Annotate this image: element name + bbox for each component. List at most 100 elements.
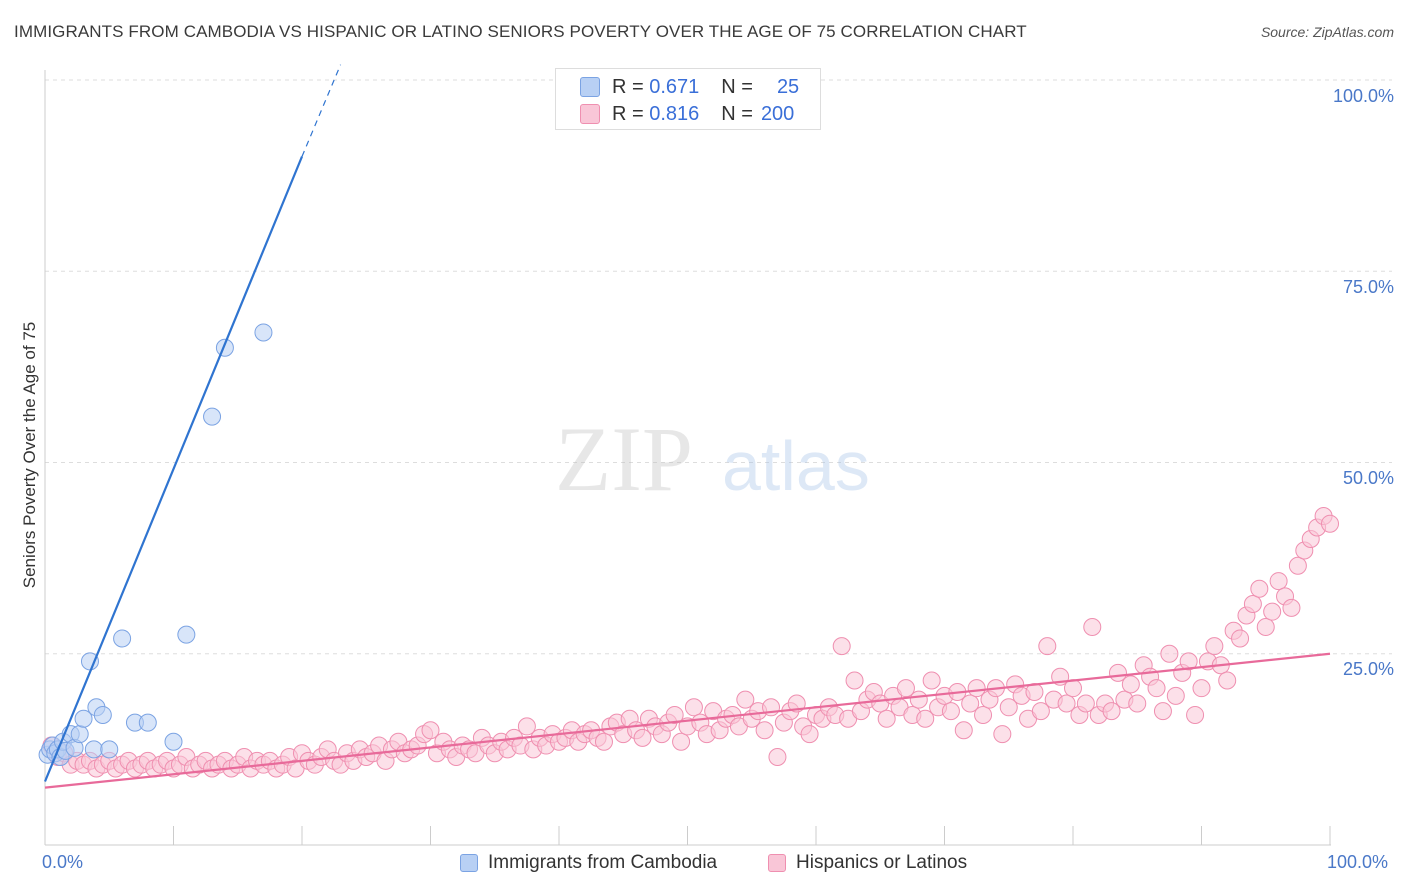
- hispanic-point: [755, 721, 774, 740]
- hispanic-point: [832, 637, 851, 656]
- watermark-atlas: atlas: [722, 427, 870, 505]
- grid-lines: [45, 79, 1392, 655]
- series-immigrants-from-cambodia: [38, 323, 273, 767]
- hispanic-point: [999, 698, 1018, 717]
- hispanic-point: [633, 728, 652, 747]
- hispanic-point: [1076, 694, 1095, 713]
- y-tick-label: 25.0%: [1342, 659, 1394, 679]
- hispanic-point: [974, 705, 993, 724]
- legend-label: Immigrants from Cambodia: [488, 852, 718, 873]
- stats-legend: R = 0.671 N = 25 R = 0.816 N = 200: [555, 68, 821, 130]
- stats-row-cambodia: R = 0.671 N = 25: [580, 74, 799, 100]
- hispanic-point: [736, 690, 755, 709]
- cambodia-point: [164, 732, 183, 751]
- watermark: ZIP atlas: [555, 408, 870, 510]
- legend-swatch-blue: [460, 854, 478, 872]
- hispanic-trend-line: [44, 652, 1331, 789]
- hispanic-point: [877, 709, 896, 728]
- y-tick-label: 50.0%: [1342, 468, 1394, 488]
- hispanic-point: [1263, 602, 1282, 621]
- x-tick-label: 0.0%: [42, 852, 84, 872]
- hispanic-point: [1038, 637, 1057, 656]
- hispanic-point: [594, 732, 613, 751]
- hispanic-point: [993, 725, 1012, 744]
- hispanic-point: [1192, 679, 1211, 698]
- hispanic-point: [1218, 671, 1237, 690]
- cambodia-point: [74, 709, 93, 728]
- cambodia-trend-extension: [301, 64, 342, 157]
- hispanic-point: [684, 698, 703, 717]
- n-value: 25: [776, 75, 800, 98]
- hispanic-point: [1243, 595, 1262, 614]
- hispanic-point: [1153, 702, 1172, 721]
- y-tick-label: 75.0%: [1342, 277, 1394, 297]
- hispanic-point: [954, 721, 973, 740]
- hispanic-point: [1231, 629, 1250, 648]
- hispanic-point: [517, 717, 536, 736]
- hispanic-point: [768, 748, 787, 767]
- watermark-zip: ZIP: [555, 408, 693, 510]
- hispanic-point: [967, 679, 986, 698]
- legend-bottom: Immigrants from Cambodia Hispanics or La…: [0, 852, 1406, 878]
- swatch-pink: [580, 104, 600, 124]
- hispanic-point: [909, 690, 928, 709]
- trend-lines: [43, 64, 1331, 789]
- legend-label: Hispanics or Latinos: [796, 852, 968, 873]
- legend-item-cambodia[interactable]: Immigrants from Cambodia: [460, 852, 717, 874]
- axes: [44, 70, 1331, 846]
- hispanic-point: [896, 679, 915, 698]
- cambodia-point: [84, 740, 103, 759]
- swatch-blue: [580, 77, 600, 97]
- cambodia-point: [177, 625, 196, 644]
- hispanic-point: [1186, 705, 1205, 724]
- chart-title: IMMIGRANTS FROM CAMBODIA VS HISPANIC OR …: [14, 22, 1027, 41]
- cambodia-point: [70, 725, 89, 744]
- cambodia-trend-line: [43, 156, 304, 782]
- hispanic-point: [1321, 514, 1339, 533]
- series-hispanics-or-latinos: [42, 507, 1339, 778]
- stats-row-hispanic: R = 0.816 N = 200: [580, 101, 794, 127]
- x-tick-label: 100.0%: [1327, 852, 1389, 872]
- r-label: R =: [612, 75, 644, 98]
- hispanic-point: [845, 671, 864, 690]
- hispanic-point: [941, 702, 960, 721]
- hispanic-point: [1250, 579, 1269, 598]
- hispanic-point: [787, 694, 806, 713]
- hispanic-point: [1057, 694, 1076, 713]
- hispanic-point: [1102, 702, 1121, 721]
- hispanic-point: [922, 671, 941, 690]
- hispanic-point: [1031, 702, 1050, 721]
- n-label: N =: [721, 75, 753, 98]
- hispanic-point: [672, 732, 691, 751]
- hispanic-point: [1205, 637, 1224, 656]
- y-axis-label: Seniors Poverty Over the Age of 75: [20, 321, 39, 589]
- legend-swatch-pink: [768, 854, 786, 872]
- hispanic-point: [961, 694, 980, 713]
- legend-item-hispanic[interactable]: Hispanics or Latinos: [768, 852, 967, 874]
- hispanic-point: [1147, 679, 1166, 698]
- cambodia-point: [203, 407, 222, 426]
- hispanic-point: [1083, 617, 1102, 636]
- y-tick-label: 100.0%: [1332, 86, 1394, 106]
- cambodia-point: [254, 323, 273, 342]
- hispanic-point: [800, 725, 819, 744]
- hispanic-point: [1269, 572, 1288, 591]
- hispanic-point: [916, 709, 935, 728]
- cambodia-point: [113, 629, 132, 648]
- n-value: 200: [760, 102, 795, 125]
- r-label: R =: [612, 102, 644, 125]
- hispanic-point: [1282, 598, 1301, 617]
- cambodia-point: [100, 740, 119, 759]
- r-value: 0.671: [649, 75, 700, 98]
- source-label: Source: ZipAtlas.com: [1260, 24, 1394, 40]
- n-label: N =: [721, 102, 753, 125]
- hispanic-point: [421, 721, 440, 740]
- cambodia-point: [138, 713, 157, 732]
- r-value: 0.816: [649, 102, 700, 125]
- cambodia-point: [93, 705, 112, 724]
- hispanic-point: [1179, 652, 1198, 671]
- hispanic-point: [665, 705, 684, 724]
- hispanic-point: [1256, 617, 1275, 636]
- hispanic-point: [1121, 675, 1140, 694]
